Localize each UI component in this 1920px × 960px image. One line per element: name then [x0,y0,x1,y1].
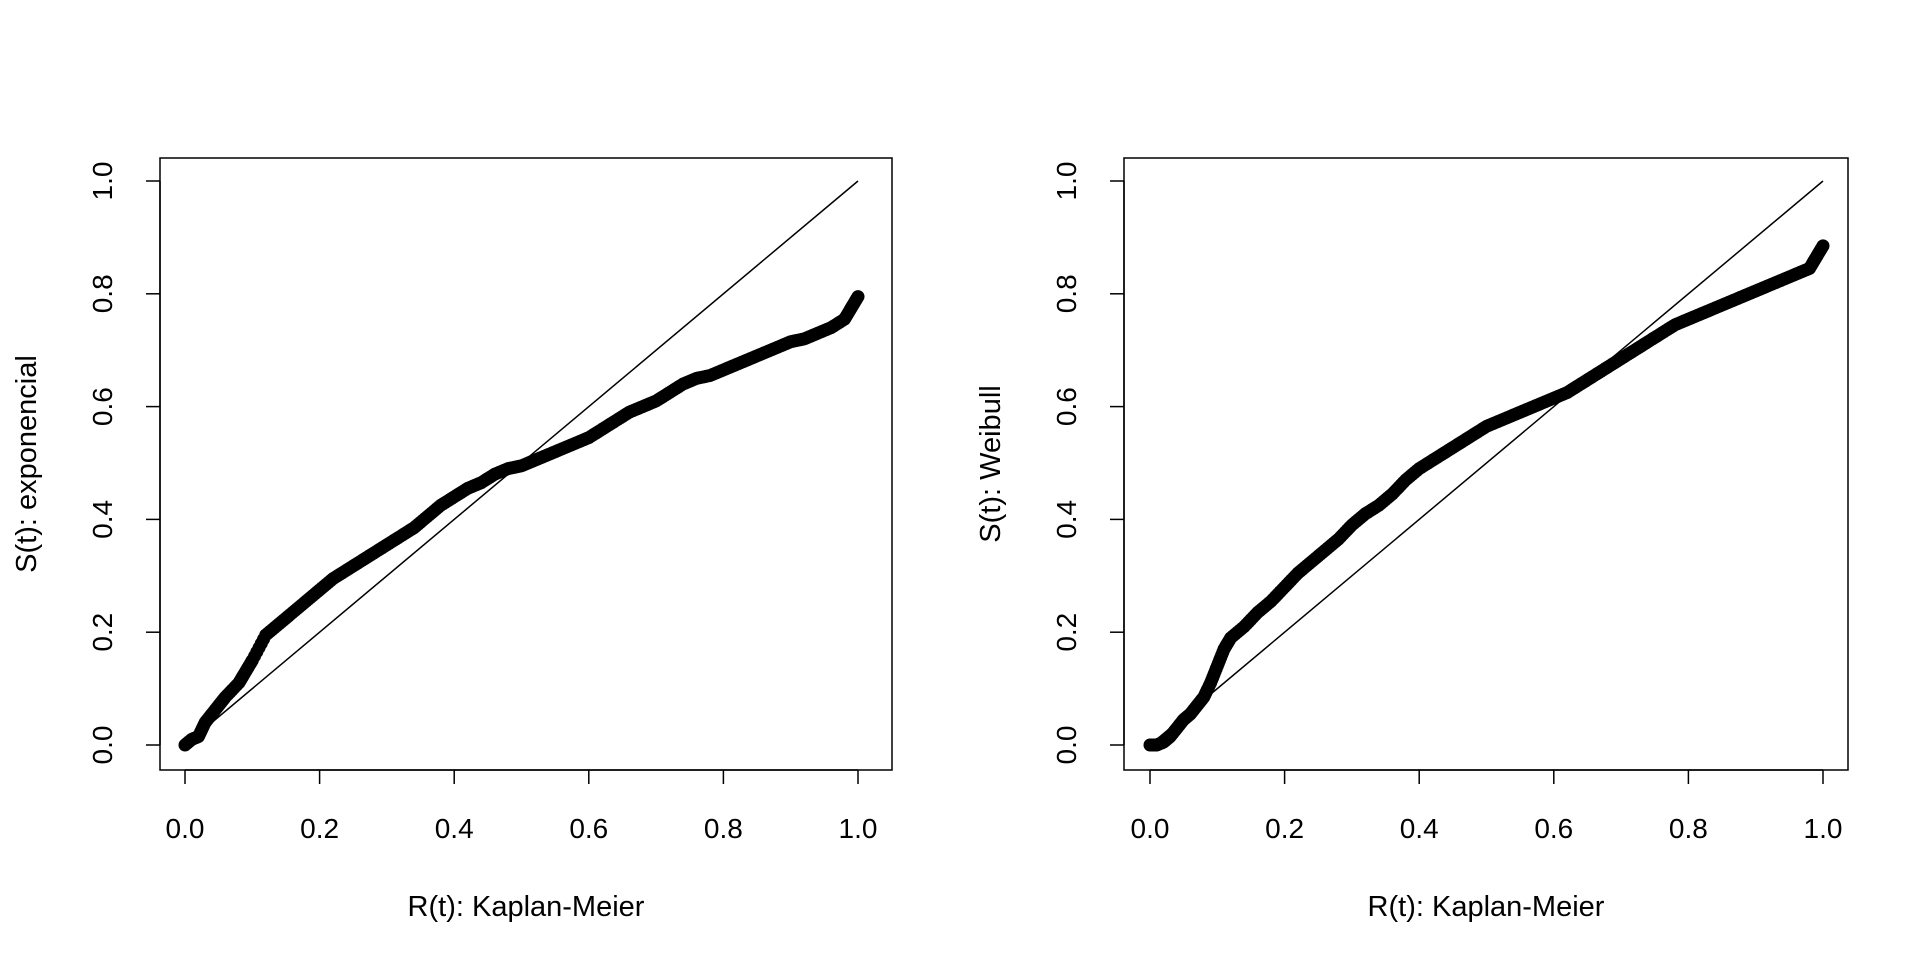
y-tick-label: 0.2 [1051,613,1082,652]
y-axis: 0.0 0.2 0.4 0.6 0.8 1.0 [1051,162,1125,765]
x-tick-label: 0.8 [1669,813,1708,844]
x-tick-label: 0.4 [435,813,474,844]
x-axis-title: R(t): Kaplan-Meier [408,891,645,923]
y-tick-label: 0.4 [87,500,118,539]
y-tick-label: 0.0 [1051,726,1082,765]
y-axis-title: S(t): Weibull [975,385,1007,542]
x-axis: 0.0 0.2 0.4 0.6 0.8 1.0 [166,769,878,844]
y-axis: 0.0 0.2 0.4 0.6 0.8 1.0 [87,162,161,765]
panel-weibull: 0.0 0.2 0.4 0.6 0.8 1.0 0.0 0.2 0.4 0.6 0.8 1.0 R(… [975,157,1849,923]
y-tick-label: 0.8 [1051,274,1082,313]
x-axis-title: R(t): Kaplan-Meier [1368,891,1605,923]
y-tick-label: 0.4 [1051,500,1082,539]
y-tick-label: 0.8 [87,274,118,313]
identity-reference-line [1149,180,1824,746]
data-points [1143,239,1830,752]
x-tick-label: 1.0 [1804,813,1843,844]
x-tick-label: 1.0 [839,813,878,844]
x-tick-label: 0.4 [1400,813,1439,844]
y-tick-label: 0.6 [87,387,118,426]
x-tick-label: 0.0 [1131,813,1170,844]
x-tick-label: 0.6 [569,813,608,844]
data-point [851,290,865,304]
y-axis-title: S(t): exponencial [11,355,43,573]
y-tick-label: 0.0 [87,726,118,765]
data-point [1816,239,1830,253]
y-tick-label: 0.2 [87,613,118,652]
y-tick-label: 1.0 [87,162,118,201]
x-axis: 0.0 0.2 0.4 0.6 0.8 1.0 [1131,769,1843,844]
x-tick-label: 0.2 [300,813,339,844]
x-tick-label: 0.8 [704,813,743,844]
x-tick-label: 0.2 [1265,813,1304,844]
panel-exponencial: 0.0 0.2 0.4 0.6 0.8 1.0 0.0 0.2 0.4 0.6 0.8 1.0 R(… [11,157,893,923]
x-tick-label: 0.6 [1534,813,1573,844]
y-tick-label: 1.0 [1051,162,1082,201]
y-tick-label: 0.6 [1051,387,1082,426]
x-tick-label: 0.0 [166,813,205,844]
data-points [178,290,865,752]
